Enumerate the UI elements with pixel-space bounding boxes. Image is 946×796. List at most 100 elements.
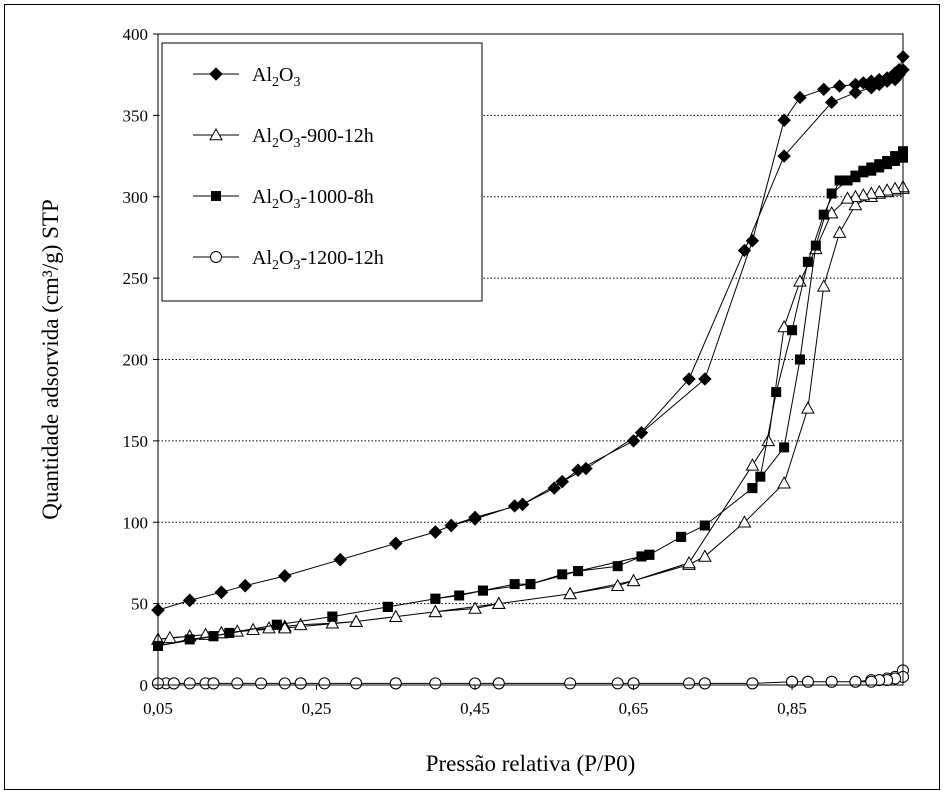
square-marker	[818, 209, 829, 220]
legend-label: Al2O3-900-12h	[252, 125, 374, 151]
diamond-marker	[745, 233, 760, 248]
circle-marker	[801, 675, 814, 688]
diamond-marker	[214, 585, 229, 599]
square-marker	[826, 188, 837, 199]
triangle-marker	[626, 573, 641, 587]
diamond-marker	[182, 593, 197, 608]
triangle-marker	[682, 555, 696, 569]
triangle-marker	[698, 549, 712, 562]
square-marker	[794, 354, 805, 365]
circle-marker	[849, 675, 862, 688]
circle-marker	[564, 677, 577, 690]
diamond-marker	[238, 579, 252, 593]
circle-marker	[492, 677, 505, 690]
x-tick-label: 0,05	[143, 699, 173, 718]
circle-marker	[825, 675, 838, 688]
diamond-marker	[547, 481, 561, 495]
triangle-marker	[801, 401, 815, 414]
circle-marker	[167, 677, 180, 690]
triangle-marker	[745, 458, 760, 471]
y-axis-label: Quantidade adsorvida (cm³/g) STP	[38, 199, 63, 520]
square-marker	[327, 611, 338, 622]
triangle-marker	[325, 616, 340, 629]
circle-marker	[683, 677, 696, 690]
x-tick-label: 0,85	[777, 699, 807, 718]
square-marker	[224, 627, 235, 638]
diamond-marker	[793, 90, 807, 105]
y-tick-label: 100	[123, 513, 149, 532]
y-tick-label: 350	[123, 106, 149, 125]
triangle-marker	[848, 189, 863, 203]
diamond-marker	[389, 536, 403, 551]
diamond-marker	[278, 569, 292, 583]
square-marker	[636, 551, 647, 562]
series-3	[153, 146, 908, 651]
series-1	[151, 50, 910, 617]
x-tick-label: 0,45	[460, 699, 490, 718]
square-marker	[676, 531, 687, 542]
square-marker	[866, 162, 877, 173]
circle-marker	[207, 677, 220, 690]
square-marker	[612, 561, 623, 572]
diamond-marker	[333, 552, 347, 567]
circle-marker	[746, 677, 759, 690]
square-marker	[834, 175, 845, 186]
y-tick-label: 400	[123, 25, 149, 44]
triangle-marker	[563, 586, 577, 600]
square-marker	[271, 619, 282, 630]
diamond-marker	[817, 82, 831, 97]
triangle-marker	[737, 515, 752, 528]
circle-marker	[255, 677, 268, 690]
square-marker	[858, 165, 869, 176]
triangle-marker	[864, 186, 879, 199]
x-tick-label: 0,25	[302, 699, 332, 718]
y-tick-label: 0	[140, 676, 149, 695]
diamond-marker	[444, 518, 458, 533]
square-marker	[771, 387, 782, 398]
diamond-marker	[428, 525, 443, 539]
triangle-marker	[428, 604, 443, 618]
square-marker	[779, 442, 790, 453]
legend-item: Al2O3-900-12h	[193, 125, 374, 151]
square-marker	[430, 593, 441, 604]
triangle-marker	[209, 127, 223, 141]
axis-ticks: 0 50 100 150 200 250 300 350 400 0,05 0,25 0,45 0,65…	[123, 25, 807, 718]
triangle-marker	[293, 617, 308, 631]
square-marker	[747, 483, 758, 494]
square-marker	[382, 601, 393, 612]
circle-marker	[429, 677, 442, 690]
square-marker	[573, 566, 584, 577]
circle-marker	[389, 677, 402, 690]
gridlines	[158, 114, 903, 605]
legend: Al2O3Al2O3-900-12hAl2O3-1000-8hAl2O3-120…	[161, 42, 483, 302]
legend-item: Al2O3-1000-8h	[193, 186, 374, 212]
diamond-marker	[777, 113, 791, 127]
diamond-marker	[848, 85, 863, 100]
triangle-marker	[491, 596, 506, 609]
circle-marker	[698, 677, 711, 690]
triangle-marker	[816, 279, 831, 292]
diamond-marker	[777, 149, 791, 163]
series-layer	[151, 50, 910, 690]
square-marker	[699, 520, 710, 531]
circle-marker	[350, 677, 363, 690]
circle-marker	[318, 677, 331, 690]
square-marker	[874, 159, 885, 170]
y-tick-label: 200	[123, 351, 149, 370]
diamond-marker	[468, 510, 482, 525]
triangle-marker	[388, 609, 403, 622]
diamond-marker	[848, 77, 863, 92]
square-marker	[802, 256, 813, 267]
triangle-marker	[761, 433, 776, 447]
legend-label: Al2O3-1200-12h	[252, 247, 384, 273]
circle-marker	[611, 677, 624, 690]
diamond-marker	[209, 67, 223, 81]
square-marker	[644, 549, 655, 560]
circle-marker	[278, 677, 291, 690]
triangle-marker	[832, 225, 847, 238]
circle-marker	[231, 677, 244, 690]
square-marker	[477, 585, 488, 596]
triangle-marker	[840, 191, 855, 204]
square-marker	[810, 240, 821, 251]
